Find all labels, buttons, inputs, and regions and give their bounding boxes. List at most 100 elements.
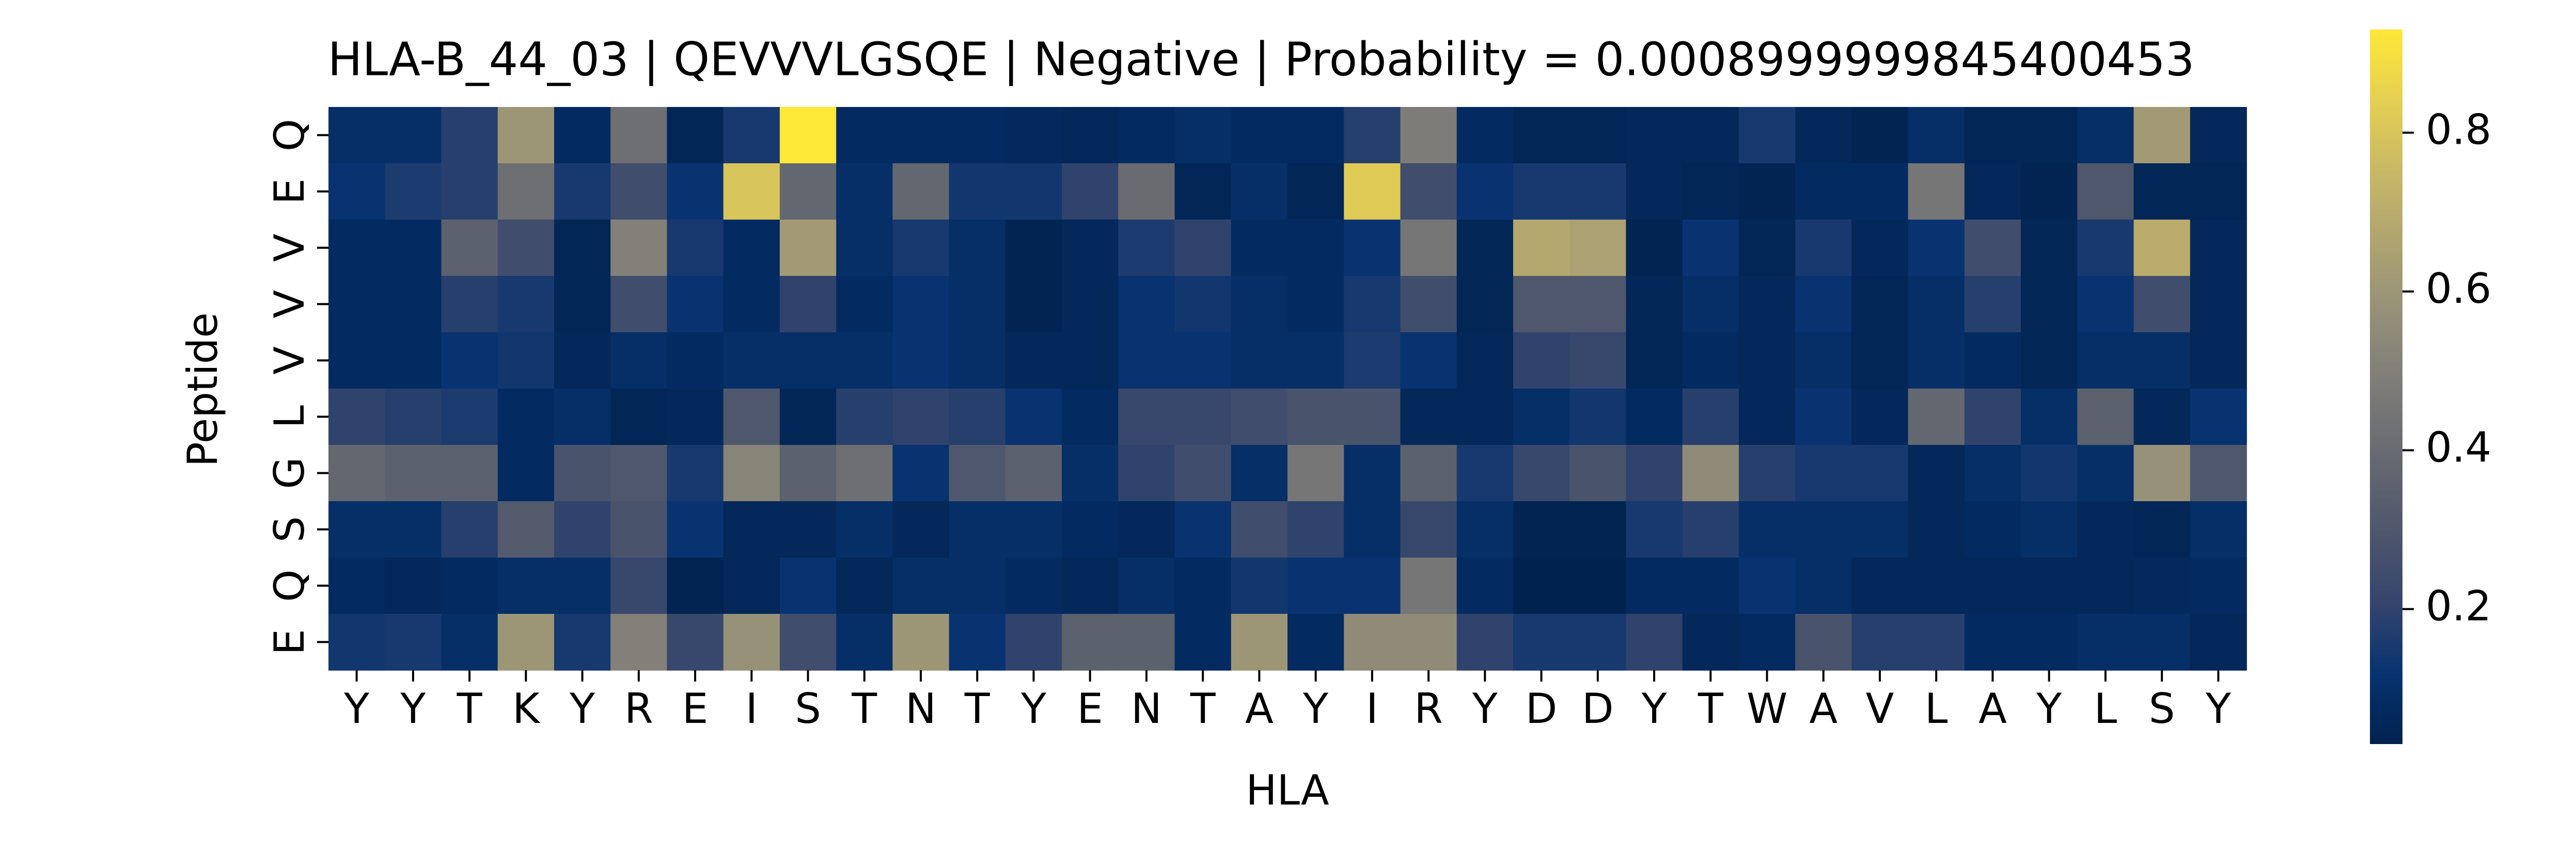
heatmap-cell bbox=[1513, 501, 1570, 558]
heatmap-cell bbox=[1795, 107, 1852, 164]
heatmap-cell bbox=[723, 614, 780, 671]
heatmap-cell bbox=[1738, 614, 1796, 671]
heatmap-cell bbox=[667, 389, 724, 445]
heatmap-cell bbox=[723, 558, 780, 614]
heatmap-cell bbox=[1456, 107, 1514, 164]
heatmap-cell bbox=[1062, 276, 1119, 333]
heatmap-cell bbox=[667, 332, 724, 389]
x-tick-label: L bbox=[2094, 685, 2117, 733]
heatmap-cell bbox=[2077, 163, 2134, 220]
heatmap-cell bbox=[1513, 107, 1570, 164]
heatmap-cell bbox=[1287, 107, 1345, 164]
heatmap-cell bbox=[949, 107, 1006, 164]
heatmap-cell bbox=[385, 445, 442, 502]
heatmap-cell bbox=[779, 445, 837, 502]
heatmap-cell bbox=[836, 389, 893, 445]
heatmap-cell bbox=[836, 501, 893, 558]
heatmap-cell bbox=[1344, 558, 1401, 614]
heatmap-cell bbox=[667, 107, 724, 164]
heatmap-cell bbox=[1964, 220, 2021, 276]
heatmap-cell bbox=[2021, 614, 2078, 671]
x-tick-label: N bbox=[1131, 685, 1162, 733]
colorbar-tick-label: 0.8 bbox=[2426, 106, 2491, 154]
heatmap-cell bbox=[723, 220, 780, 276]
heatmap-cell bbox=[1062, 558, 1119, 614]
x-tick-label: D bbox=[1526, 685, 1558, 733]
heatmap-cell bbox=[1062, 389, 1119, 445]
heatmap-cell bbox=[779, 107, 837, 164]
x-tick-label: T bbox=[964, 685, 991, 733]
y-tick-label: V bbox=[265, 234, 313, 262]
heatmap-cell bbox=[1569, 501, 1627, 558]
heatmap-cell bbox=[328, 614, 386, 671]
x-tick-label: Y bbox=[343, 685, 370, 733]
y-tick-label: V bbox=[265, 290, 313, 318]
heatmap-cell bbox=[1005, 501, 1062, 558]
heatmap-cell bbox=[1287, 220, 1345, 276]
heatmap-cell bbox=[667, 163, 724, 220]
heatmap-cell bbox=[2190, 445, 2247, 502]
heatmap-cell bbox=[1738, 107, 1796, 164]
heatmap-cell bbox=[328, 220, 386, 276]
heatmap-cell bbox=[554, 332, 611, 389]
heatmap-cell bbox=[1908, 389, 1965, 445]
x-tick-label: T bbox=[1698, 685, 1724, 733]
heatmap-cell bbox=[1738, 276, 1796, 333]
heatmap-cell bbox=[723, 276, 780, 333]
heatmap-cell bbox=[1513, 276, 1570, 333]
heatmap-cell bbox=[723, 332, 780, 389]
heatmap-cell bbox=[497, 445, 555, 502]
heatmap-cell bbox=[385, 558, 442, 614]
heatmap-cell bbox=[441, 332, 498, 389]
heatmap-cell bbox=[1908, 614, 1965, 671]
heatmap-cell bbox=[1569, 558, 1627, 614]
heatmap-cell bbox=[1682, 558, 1739, 614]
heatmap-cell bbox=[1908, 558, 1965, 614]
heatmap-cell bbox=[1005, 389, 1062, 445]
heatmap-cell bbox=[610, 558, 668, 614]
heatmap-cell bbox=[1118, 501, 1175, 558]
heatmap-cell bbox=[1682, 389, 1739, 445]
heatmap-cell bbox=[610, 445, 668, 502]
heatmap-cell bbox=[949, 163, 1006, 220]
heatmap-cell bbox=[1738, 332, 1796, 389]
heatmap-cell bbox=[2133, 501, 2191, 558]
x-tick-label: T bbox=[851, 685, 877, 733]
heatmap-cell bbox=[1513, 614, 1570, 671]
heatmap-cell bbox=[1174, 614, 1232, 671]
heatmap-cell bbox=[385, 163, 442, 220]
y-tick-label: E bbox=[265, 178, 313, 205]
heatmap-cell bbox=[667, 220, 724, 276]
colorbar bbox=[2370, 29, 2402, 744]
heatmap-cell bbox=[328, 276, 386, 333]
x-tick-label: S bbox=[795, 685, 821, 733]
heatmap-cell bbox=[1626, 220, 1683, 276]
heatmap-cell bbox=[1344, 389, 1401, 445]
heatmap-cell bbox=[1964, 389, 2021, 445]
heatmap-cell bbox=[1287, 445, 1345, 502]
heatmap-cell bbox=[892, 107, 950, 164]
heatmap-cell bbox=[2077, 445, 2134, 502]
heatmap-cell bbox=[1795, 220, 1852, 276]
heatmap-cell bbox=[328, 389, 386, 445]
heatmap-cell bbox=[1231, 163, 1288, 220]
heatmap-cell bbox=[2133, 389, 2191, 445]
heatmap-cell bbox=[497, 163, 555, 220]
heatmap-cell bbox=[385, 501, 442, 558]
heatmap-cell bbox=[610, 163, 668, 220]
x-tick-label: V bbox=[1866, 685, 1894, 733]
heatmap-cell bbox=[328, 558, 386, 614]
heatmap-cell bbox=[1456, 614, 1514, 671]
heatmap-cell bbox=[723, 107, 780, 164]
heatmap-cell bbox=[1174, 276, 1232, 333]
heatmap-cell bbox=[892, 332, 950, 389]
heatmap-cell bbox=[610, 614, 668, 671]
x-tick-label: I bbox=[1366, 685, 1378, 733]
heatmap-cell bbox=[1344, 332, 1401, 389]
heatmap-cell bbox=[554, 107, 611, 164]
heatmap-cell bbox=[385, 389, 442, 445]
heatmap-cell bbox=[1964, 445, 2021, 502]
heatmap-cell bbox=[554, 614, 611, 671]
heatmap-cell bbox=[2190, 558, 2247, 614]
heatmap-cell bbox=[1062, 501, 1119, 558]
